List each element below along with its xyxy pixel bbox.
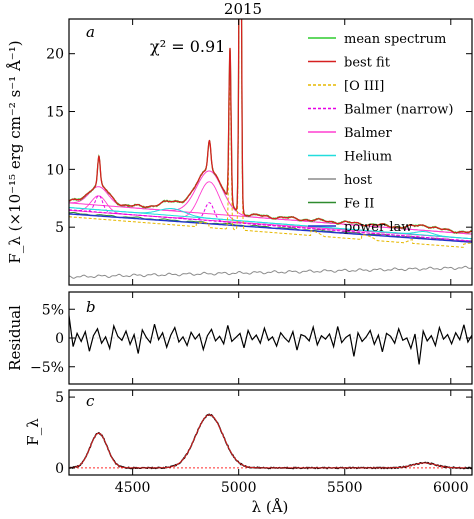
panel-c-label: c xyxy=(86,392,95,410)
x-tick-label: 5000 xyxy=(221,480,257,496)
panel-c: 4500 5000 5500 6000 0 5 c F_λ λ (Å) xyxy=(24,389,473,516)
x-tick-label: 6000 xyxy=(433,480,469,496)
legend-label: mean spectrum xyxy=(344,32,446,47)
y-tick-label: 5% xyxy=(42,302,64,318)
legend-label: host xyxy=(344,173,373,188)
panel-b-series xyxy=(69,315,472,365)
legend-label: Helium xyxy=(344,150,392,165)
panel-b: 5% 0 −5% b Residual xyxy=(6,291,473,385)
y-tick-label: 0 xyxy=(55,331,64,347)
y-tick-label: 15 xyxy=(46,105,64,121)
y-tick-label: −5% xyxy=(30,360,64,376)
legend-label: best fit xyxy=(344,56,391,71)
panel-c-ylabel: F_λ xyxy=(24,418,42,446)
legend-label: Fe II xyxy=(344,197,374,212)
legend-label: [O III] xyxy=(344,79,384,94)
best-fit-line xyxy=(69,19,472,234)
panel-a-series xyxy=(69,19,472,279)
balmer-component-1 xyxy=(69,170,472,235)
y-tick-label: 20 xyxy=(46,47,64,63)
panel-c-frame xyxy=(68,389,473,476)
panel-a-frame xyxy=(68,18,473,286)
helium-component-1 xyxy=(69,207,472,240)
y-tick-label: 5 xyxy=(55,390,64,406)
legend-label: Balmer xyxy=(344,126,392,141)
residual-line xyxy=(69,315,472,365)
broad-data-line xyxy=(69,413,472,470)
panel-b-ylabel: Residual xyxy=(6,305,24,371)
figure-title: 2015 xyxy=(224,0,262,18)
oiii-line xyxy=(69,19,472,248)
panel-b-label: b xyxy=(86,298,96,316)
panel-b-ticks: 5% 0 −5% xyxy=(30,292,472,384)
x-tick-label: 4500 xyxy=(115,480,151,496)
x-tick-label: 5500 xyxy=(327,480,363,496)
host-line xyxy=(69,265,472,279)
chi2-annotation: χ² = 0.91 xyxy=(150,37,225,56)
y-tick-label: 10 xyxy=(46,162,64,178)
legend-label: power law xyxy=(344,220,412,235)
panel-a: 5 10 15 20 a χ² = 0.91 F_λ (×10⁻¹⁵ erg cm⁻²… xyxy=(6,18,473,286)
power-law-line xyxy=(69,213,472,243)
panel-c-ticks: 4500 5000 5500 6000 0 5 xyxy=(55,390,472,496)
balmer-narrow-1 xyxy=(69,202,472,242)
panel-a-legend: mean spectrum best fit [O III] Balmer (narr… xyxy=(308,32,453,235)
y-tick-label: 0 xyxy=(55,461,64,477)
broad-model-line xyxy=(69,414,472,469)
x-axis-label: λ (Å) xyxy=(252,498,289,516)
legend-label: Balmer (narrow) xyxy=(344,103,453,118)
y-tick-label: 5 xyxy=(55,220,64,236)
panel-c-series xyxy=(69,413,472,470)
panel-a-label: a xyxy=(86,23,95,41)
panel-a-ylabel: F_λ (×10⁻¹⁵ erg cm⁻² s⁻¹ Å⁻¹) xyxy=(6,40,24,263)
panel-a-ticks: 5 10 15 20 xyxy=(46,19,472,285)
